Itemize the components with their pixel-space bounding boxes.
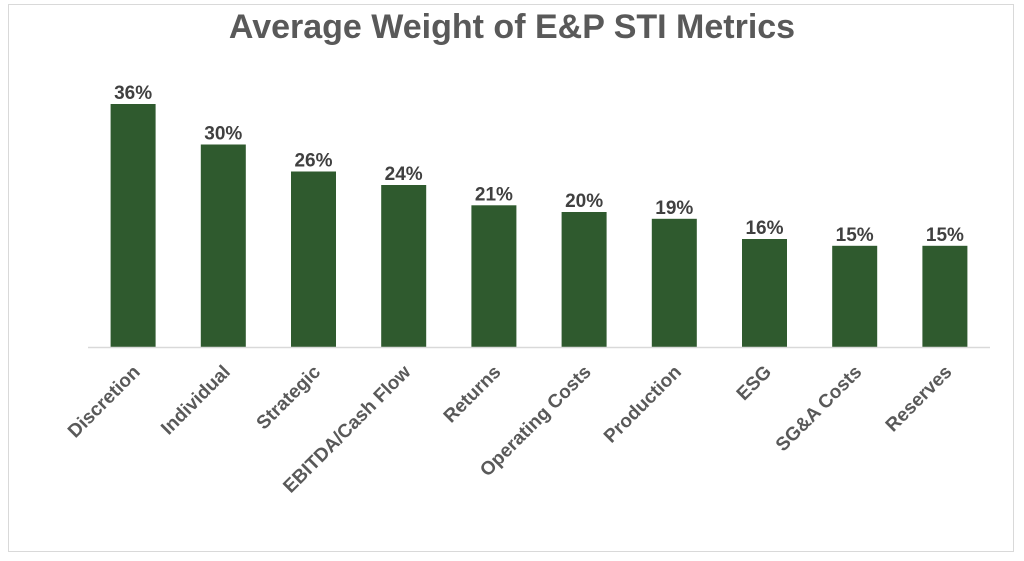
category-label-8: SG&A Costs (772, 362, 866, 456)
data-label-5: 20% (565, 191, 603, 212)
bar-5 (561, 212, 607, 347)
bar-1 (200, 144, 246, 347)
data-label-2: 26% (294, 151, 332, 172)
category-label-6: Production (600, 362, 686, 448)
bar-0 (110, 104, 156, 347)
bars-group (110, 104, 968, 348)
category-labels-group: Discretion Individual StrategicEBITDA/Cash… (64, 361, 956, 497)
bar-2 (291, 171, 336, 347)
category-label-9: Reserves (882, 362, 957, 437)
category-label-7: ESG (733, 362, 776, 405)
bar-8 (832, 245, 878, 348)
data-label-0: 36% (114, 83, 152, 104)
category-label-1: Individual (157, 362, 235, 440)
data-label-4: 21% (475, 184, 513, 205)
category-label-2: Strategic (253, 361, 326, 434)
data-label-9: 15% (926, 225, 964, 246)
bar-6 (651, 218, 697, 348)
data-label-3: 24% (385, 164, 423, 185)
bar-3 (381, 185, 427, 347)
data-label-1: 30% (204, 124, 242, 145)
data-label-6: 19% (655, 198, 693, 219)
category-label-4: Returns (440, 362, 506, 428)
bar-4 (471, 205, 517, 348)
chart-title: Average Weight of E&P STI Metrics (228, 8, 796, 46)
bar-9 (922, 245, 968, 348)
category-label-0: Discretion (64, 362, 145, 443)
bar-7 (742, 239, 787, 347)
data-label-8: 15% (836, 225, 874, 246)
data-label-7: 16% (745, 218, 783, 239)
value-labels-group: 36% 30% 26% 24% 21% 20% 19% 16% 15% 15% (114, 83, 964, 246)
